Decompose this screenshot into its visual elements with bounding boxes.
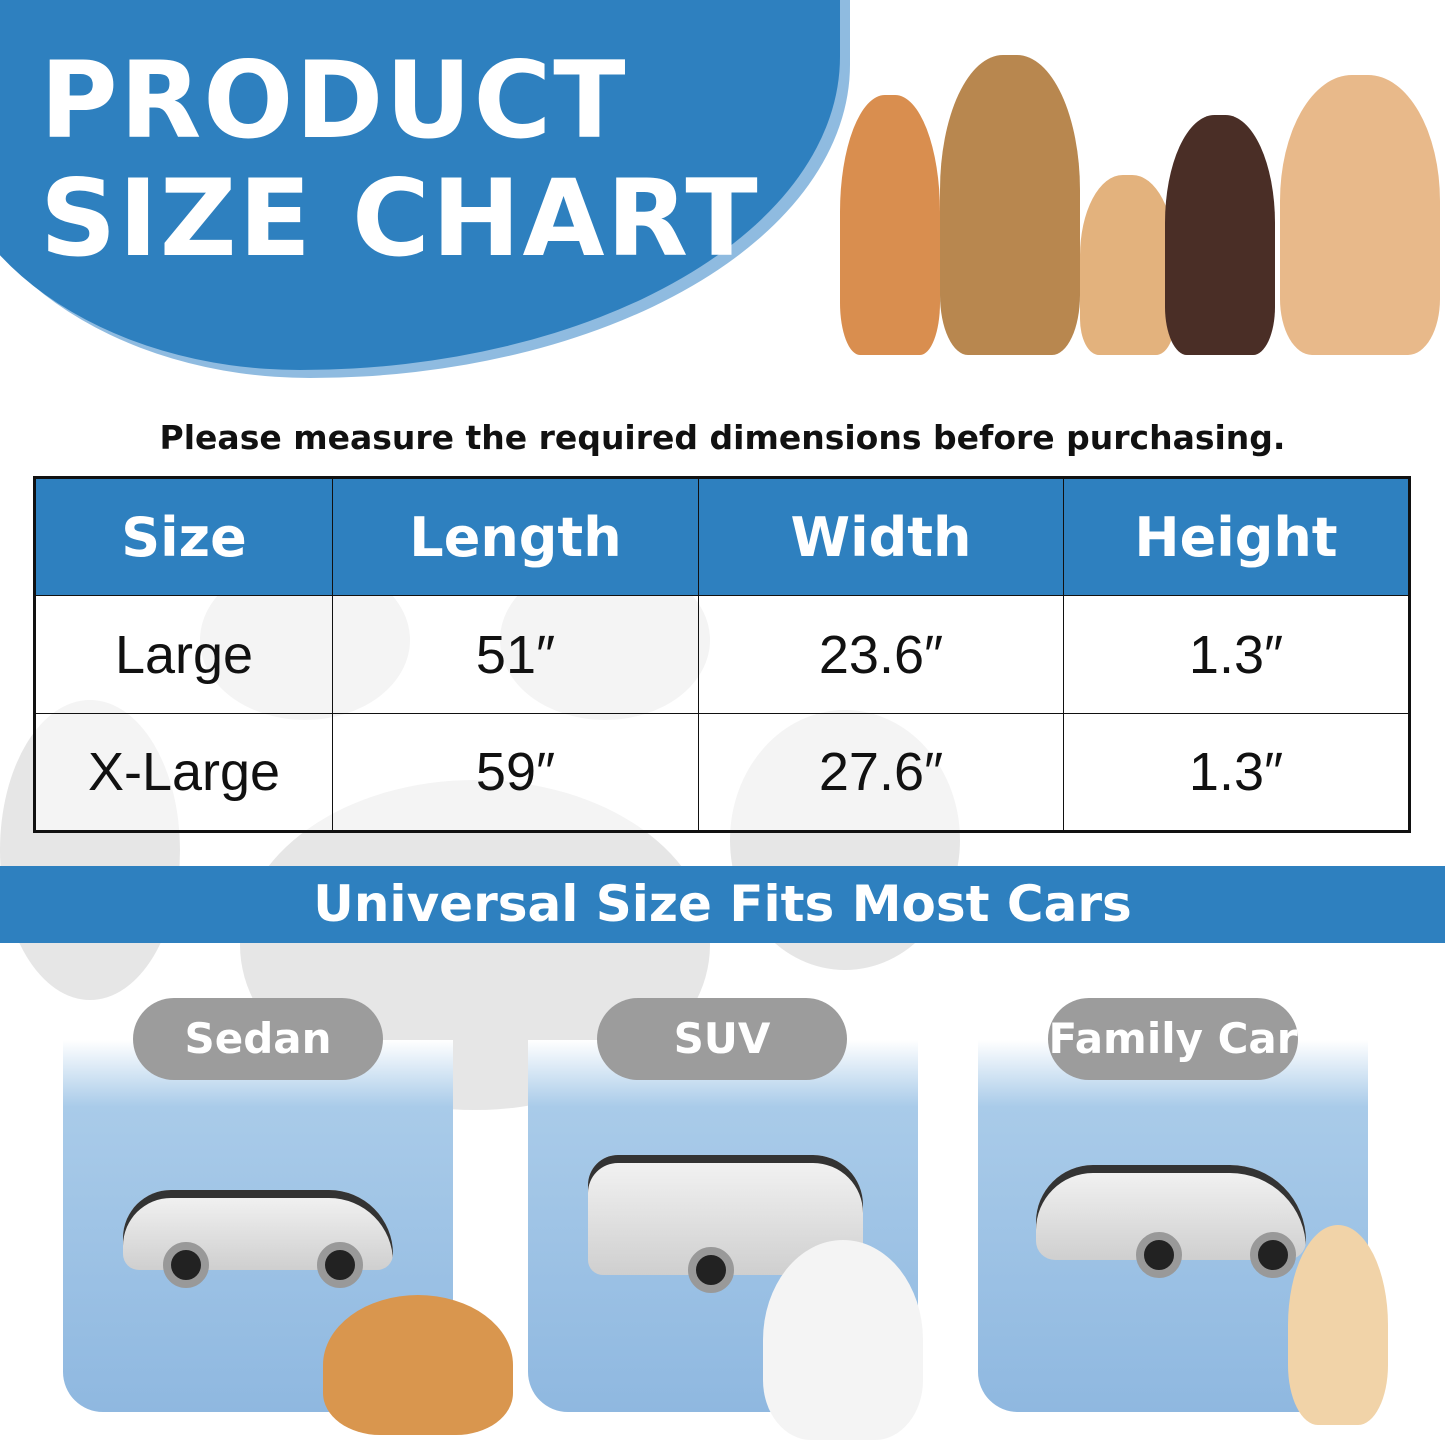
pets-photo xyxy=(840,50,1440,355)
cell-height: 1.3″ xyxy=(1063,713,1410,832)
table-row: Large 51″ 23.6″ 1.3″ xyxy=(34,595,1410,714)
measure-note: Please measure the required dimensions b… xyxy=(159,418,1286,457)
cat-image xyxy=(840,95,940,355)
header-size: Size xyxy=(34,477,333,596)
header-length: Length xyxy=(332,477,699,596)
sedan-car-image xyxy=(123,1190,393,1288)
title-line-1: PRODUCT xyxy=(40,39,628,162)
cat-image xyxy=(1280,75,1440,355)
chihuahua-image xyxy=(1165,115,1275,355)
universal-fit-banner: Universal Size Fits Most Cars xyxy=(0,866,1445,943)
wheel xyxy=(317,1242,363,1288)
wheel xyxy=(1136,1232,1182,1278)
cat-image xyxy=(1080,175,1175,355)
size-table: Size Length Width Height Large 51″ 23.6″… xyxy=(33,476,1411,833)
suv-label: SUV xyxy=(597,998,847,1080)
title-line-2: SIZE CHART xyxy=(40,157,760,280)
cell-length: 51″ xyxy=(332,595,699,714)
wheel xyxy=(163,1242,209,1288)
cell-width: 23.6″ xyxy=(698,595,1064,714)
golden-puppy-image xyxy=(1288,1225,1388,1425)
sedan-label: Sedan xyxy=(133,998,383,1080)
suv-card xyxy=(528,1040,923,1440)
cell-width: 27.6″ xyxy=(698,713,1064,832)
wheel xyxy=(1250,1232,1296,1278)
cell-size: X-Large xyxy=(34,713,333,832)
family-car-image xyxy=(1036,1165,1306,1278)
cell-size: Large xyxy=(34,595,333,714)
header-height: Height xyxy=(1063,477,1410,596)
samoyed-image xyxy=(763,1240,923,1440)
sedan-card xyxy=(63,1040,513,1435)
family-car-card xyxy=(978,1040,1388,1425)
page-title: PRODUCT SIZE CHART xyxy=(40,42,760,278)
dog-image xyxy=(940,55,1080,355)
wheel xyxy=(688,1247,734,1293)
cell-height: 1.3″ xyxy=(1063,595,1410,714)
table-header-row: Size Length Width Height xyxy=(34,477,1410,596)
corgi-image xyxy=(323,1295,513,1435)
table-row: X-Large 59″ 27.6″ 1.3″ xyxy=(34,713,1410,832)
header-width: Width xyxy=(698,477,1064,596)
cell-length: 59″ xyxy=(332,713,699,832)
family-car-label: Family Car xyxy=(1048,998,1298,1080)
